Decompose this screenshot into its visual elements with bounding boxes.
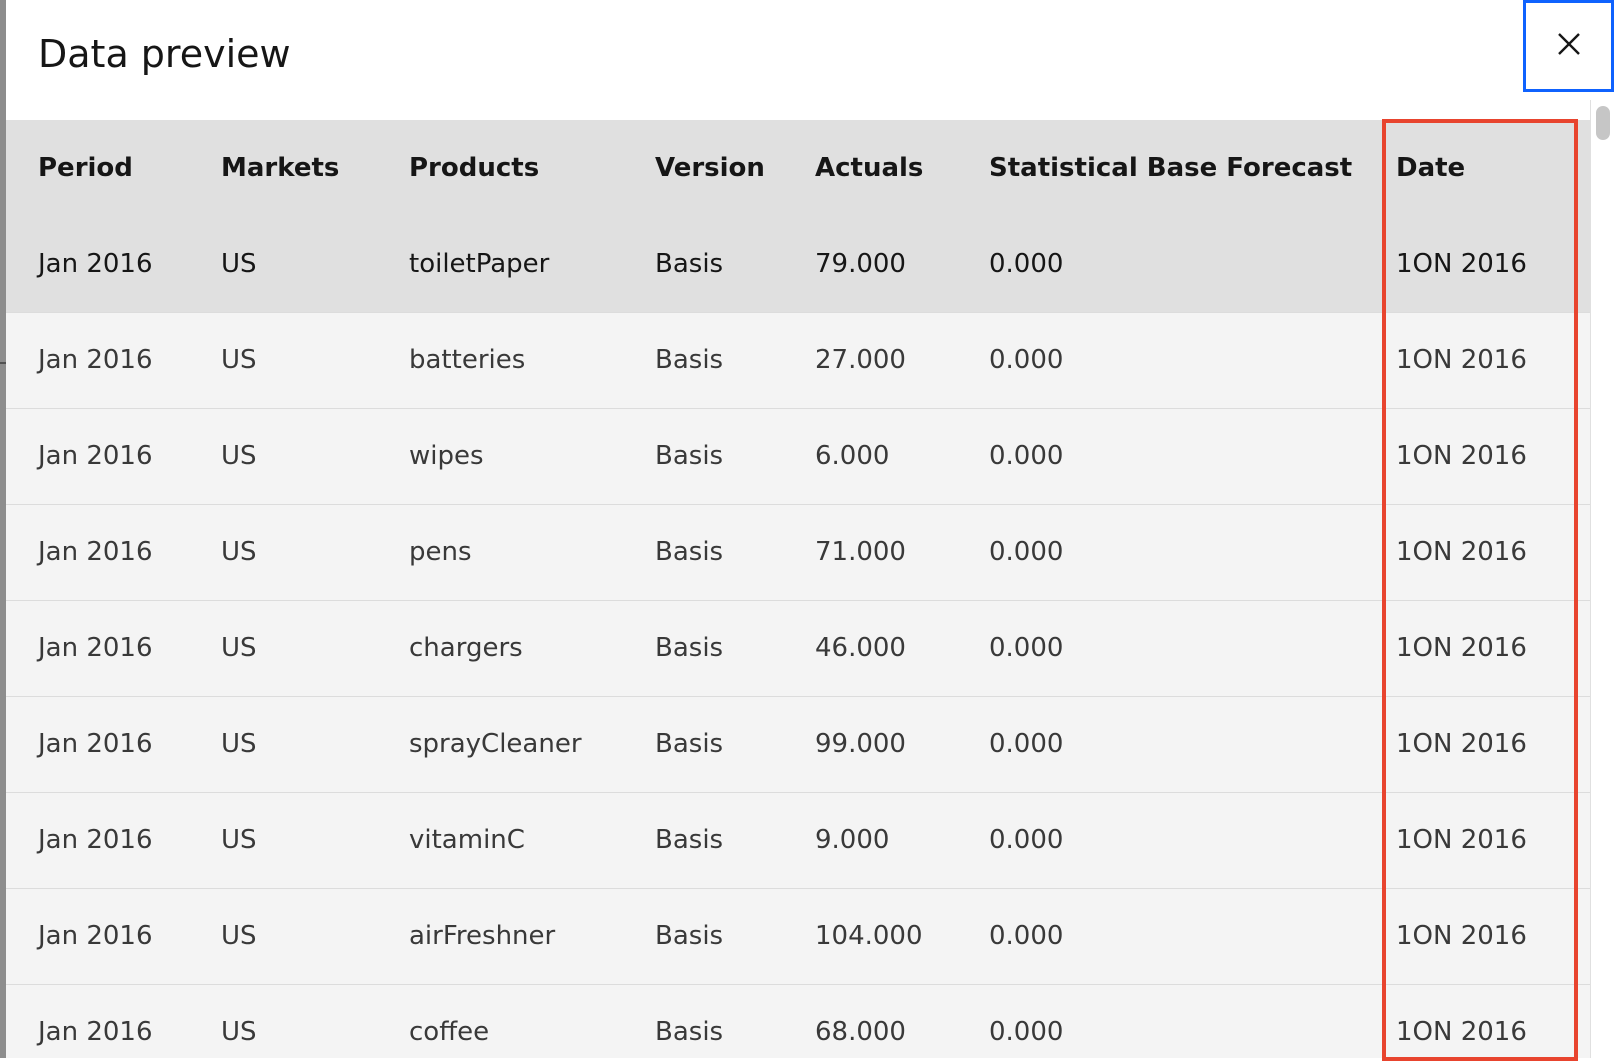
table-row[interactable]: Jan 2016 US vitaminC Basis 9.000 0.000 1ON 201… [6,791,1590,888]
table-header-row: Period Markets Products Version Actuals … [6,120,1590,216]
background-divider [0,362,6,364]
cell-markets: US [189,695,377,792]
cell-period: Jan 2016 [6,599,189,696]
cell-markets: US [189,503,377,600]
cell-actuals: 68.000 [783,983,957,1058]
cell-actuals: 99.000 [783,695,957,792]
cell-period: Jan 2016 [6,887,189,984]
cell-date: 1ON 2016 [1370,791,1590,888]
cell-statistical-base-forecast: 0.000 [957,407,1370,504]
column-header-statistical-base-forecast[interactable]: Statistical Base Forecast [957,120,1370,216]
table-row[interactable]: Jan 2016 US wipes Basis 6.000 0.000 1ON 2016 [6,407,1590,504]
cell-date: 1ON 2016 [1370,887,1590,984]
cell-actuals: 27.000 [783,311,957,408]
cell-version: Basis [623,503,783,600]
cell-statistical-base-forecast: 0.000 [957,695,1370,792]
cell-version: Basis [623,311,783,408]
cell-products: toiletPaper [377,216,623,312]
cell-products: vitaminC [377,791,623,888]
cell-actuals: 71.000 [783,503,957,600]
cell-markets: US [189,791,377,888]
close-icon [1556,31,1582,61]
cell-date: 1ON 2016 [1370,599,1590,696]
table-row[interactable]: Jan 2016 US toiletPaper Basis 79.000 0.000 1ON… [6,216,1590,312]
data-preview-modal: Data preview Period Markets Products Ver… [6,0,1614,1061]
cell-actuals: 9.000 [783,791,957,888]
column-header-products[interactable]: Products [377,120,623,216]
column-header-period[interactable]: Period [6,120,189,216]
cell-markets: US [189,599,377,696]
cell-statistical-base-forecast: 0.000 [957,983,1370,1058]
table-row[interactable]: Jan 2016 US pens Basis 71.000 0.000 1ON 2016 [6,503,1590,600]
cell-actuals: 104.000 [783,887,957,984]
cell-version: Basis [623,791,783,888]
scrollbar-thumb[interactable] [1596,106,1610,140]
cell-products: coffee [377,983,623,1058]
table-row[interactable]: Jan 2016 US coffee Basis 68.000 0.000 1ON 2016 [6,983,1590,1058]
cell-actuals: 6.000 [783,407,957,504]
cell-statistical-base-forecast: 0.000 [957,887,1370,984]
cell-products: sprayCleaner [377,695,623,792]
vertical-scrollbar[interactable] [1590,100,1614,1058]
table-row[interactable]: Jan 2016 US sprayCleaner Basis 99.000 0.000 1O… [6,695,1590,792]
cell-date: 1ON 2016 [1370,983,1590,1058]
cell-markets: US [189,887,377,984]
column-header-date[interactable]: Date [1370,120,1590,216]
cell-period: Jan 2016 [6,311,189,408]
data-preview-table: Period Markets Products Version Actuals … [6,120,1590,1058]
cell-products: wipes [377,407,623,504]
cell-period: Jan 2016 [6,983,189,1058]
close-button[interactable] [1523,0,1614,92]
cell-date: 1ON 2016 [1370,407,1590,504]
cell-markets: US [189,407,377,504]
cell-products: chargers [377,599,623,696]
background-overlay-edge [0,0,6,1058]
cell-period: Jan 2016 [6,791,189,888]
cell-date: 1ON 2016 [1370,216,1590,312]
cell-period: Jan 2016 [6,503,189,600]
cell-products: airFreshner [377,887,623,984]
column-header-markets[interactable]: Markets [189,120,377,216]
cell-actuals: 79.000 [783,216,957,312]
cell-date: 1ON 2016 [1370,695,1590,792]
cell-statistical-base-forecast: 0.000 [957,791,1370,888]
cell-statistical-base-forecast: 0.000 [957,311,1370,408]
cell-period: Jan 2016 [6,216,189,312]
cell-products: batteries [377,311,623,408]
cell-version: Basis [623,599,783,696]
cell-statistical-base-forecast: 0.000 [957,503,1370,600]
data-table-container: Period Markets Products Version Actuals … [6,120,1590,1058]
column-header-actuals[interactable]: Actuals [783,120,957,216]
cell-version: Basis [623,695,783,792]
cell-version: Basis [623,983,783,1058]
table-row[interactable]: Jan 2016 US airFreshner Basis 104.000 0.000 1O… [6,887,1590,984]
column-header-version[interactable]: Version [623,120,783,216]
cell-statistical-base-forecast: 0.000 [957,216,1370,312]
table-row[interactable]: Jan 2016 US batteries Basis 27.000 0.000 1ON 2… [6,311,1590,408]
cell-date: 1ON 2016 [1370,503,1590,600]
cell-period: Jan 2016 [6,407,189,504]
cell-products: pens [377,503,623,600]
table-row[interactable]: Jan 2016 US chargers Basis 46.000 0.000 1ON 20… [6,599,1590,696]
table-body: Jan 2016 US toiletPaper Basis 79.000 0.000 1ON… [6,216,1590,1058]
cell-markets: US [189,983,377,1058]
cell-version: Basis [623,216,783,312]
cell-markets: US [189,311,377,408]
modal-title: Data preview [38,32,291,76]
cell-version: Basis [623,887,783,984]
cell-markets: US [189,216,377,312]
cell-statistical-base-forecast: 0.000 [957,599,1370,696]
cell-period: Jan 2016 [6,695,189,792]
cell-date: 1ON 2016 [1370,311,1590,408]
cell-version: Basis [623,407,783,504]
cell-actuals: 46.000 [783,599,957,696]
